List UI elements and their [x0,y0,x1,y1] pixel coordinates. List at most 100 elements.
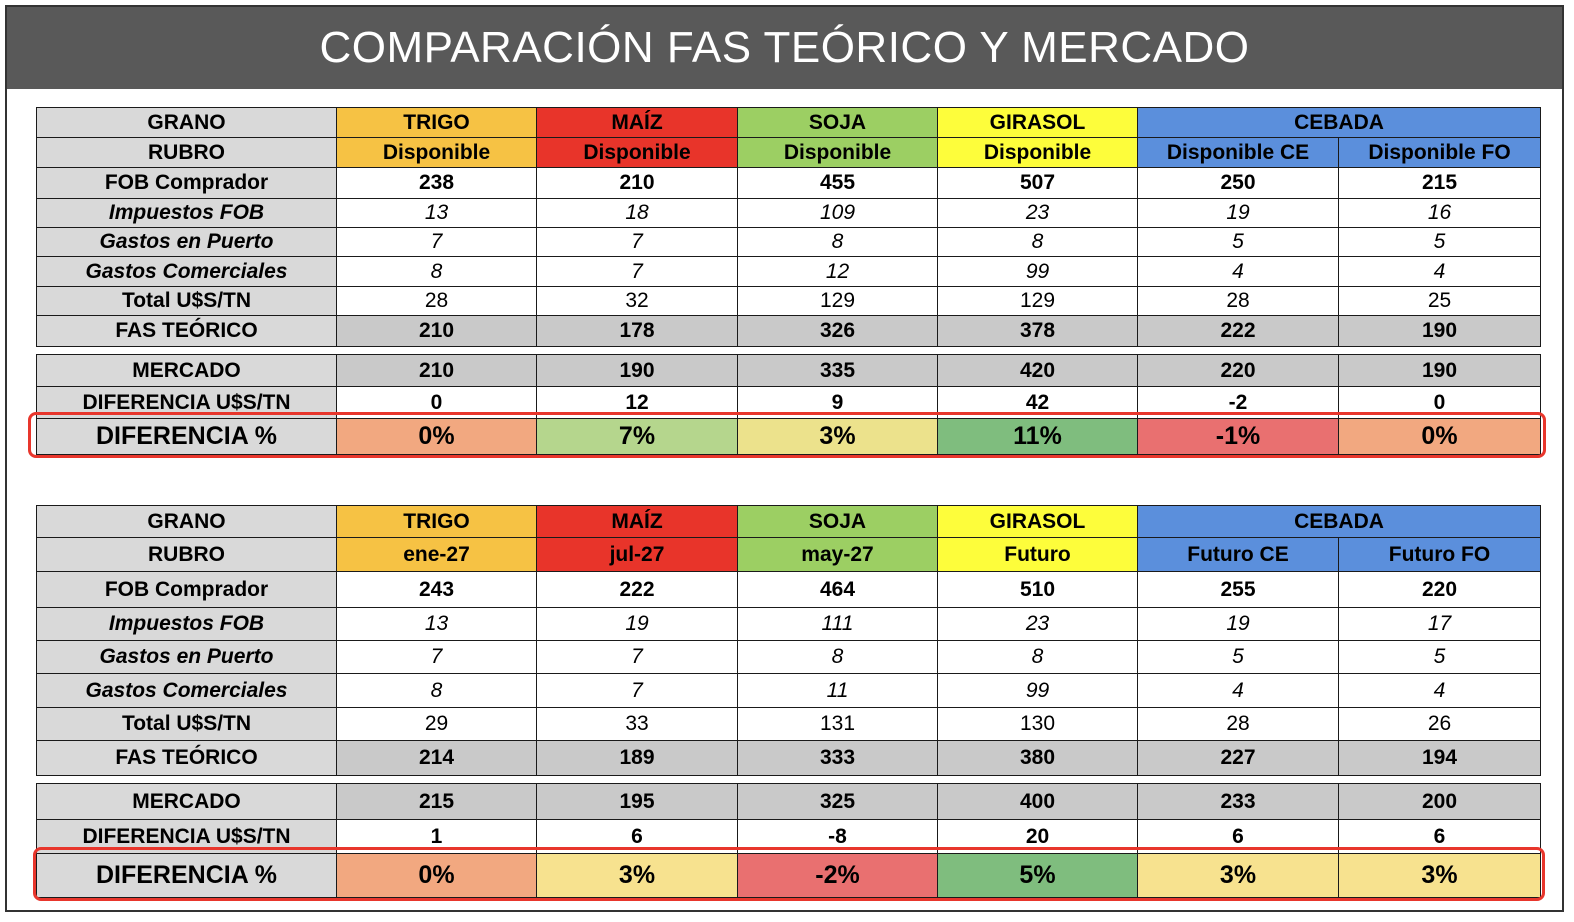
value-cell: 7 [336,640,537,674]
row-total: Total U$S/TN 28 32 129 129 28 25 [36,286,1541,316]
row-label-fob: FOB Comprador [36,167,337,199]
row-total: Total U$S/TN 29 33 131 130 28 26 [36,707,1541,741]
row-label-fas: FAS TEÓRICO [36,740,337,776]
row-label-grano: GRANO [36,505,337,538]
grain-header-trigo: TRIGO [336,505,537,538]
row-label-total: Total U$S/TN [36,286,337,316]
row-comerciales: Gastos Comerciales 8 7 11 99 4 4 [36,673,1541,708]
rubro-cell: Futuro [937,537,1138,572]
value-cell: 400 [937,783,1138,820]
value-cell: 23 [937,607,1138,641]
value-cell: 99 [937,256,1138,287]
row-puerto: Gastos en Puerto 7 7 8 8 5 5 [36,227,1541,257]
value-cell: 28 [336,286,537,316]
value-cell: 99 [937,673,1138,708]
value-cell: 455 [737,167,938,199]
grain-header-soja: SOJA [737,505,938,538]
pct-cell: 0% [336,853,537,898]
row-fob: FOB Comprador 238 210 455 507 250 215 [36,167,1541,199]
value-cell: 19 [536,607,738,641]
value-cell: 16 [1338,198,1541,228]
row-impuestos: Impuestos FOB 13 18 109 23 19 16 [36,198,1541,228]
value-cell: 131 [737,707,938,741]
value-cell: 19 [1137,607,1339,641]
rubro-cell: Disponible CE [1137,137,1339,168]
grain-header-row: GRANO TRIGO MAÍZ SOJA GIRASOL CEBADA [36,505,1541,538]
grain-header-cebada: CEBADA [1137,505,1541,538]
grain-header-row: GRANO TRIGO MAÍZ SOJA GIRASOL CEBADA [36,107,1541,138]
row-label-puerto: Gastos en Puerto [36,227,337,257]
value-cell: 215 [336,783,537,820]
pct-cell: -2% [737,853,938,898]
separator [36,775,1541,784]
value-cell: 7 [336,227,537,257]
separator-row [36,775,1541,784]
pct-cell: 0% [1338,418,1541,455]
grain-header-trigo: TRIGO [336,107,537,138]
row-fob: FOB Comprador 243 222 464 510 255 220 [36,571,1541,608]
value-cell: 220 [1137,354,1339,387]
value-cell: 200 [1338,783,1541,820]
value-cell: 325 [737,783,938,820]
row-label-fob: FOB Comprador [36,571,337,608]
highlight-box [28,412,1546,458]
rubro-cell: Disponible FO [1338,137,1541,168]
highlight-box [33,847,1545,901]
value-cell: 378 [937,315,1138,347]
row-label-comerciales: Gastos Comerciales [36,256,337,287]
value-cell: 8 [937,227,1138,257]
value-cell: 5 [1137,640,1339,674]
value-cell: 17 [1338,607,1541,641]
separator [36,346,1541,355]
grain-header-cebada: CEBADA [1137,107,1541,138]
value-cell: 129 [937,286,1138,316]
row-diferencia-pct: DIFERENCIA % 0% 3% -2% 5% 3% 3% [36,853,1541,898]
pct-cell: 0% [336,418,537,455]
rubro-cell: Disponible [336,137,537,168]
pct-cell: 3% [1137,853,1339,898]
value-cell: 210 [336,315,537,347]
value-cell: 28 [1137,286,1339,316]
value-cell: 4 [1338,673,1541,708]
rubro-row: RUBRO ene-27 jul-27 may-27 Futuro Futuro CE Fu… [36,537,1541,572]
row-fas: FAS TEÓRICO 210 178 326 378 222 190 [36,315,1541,347]
pct-cell: 11% [937,418,1138,455]
value-cell: 25 [1338,286,1541,316]
rubro-cell: Futuro FO [1338,537,1541,572]
value-cell: 23 [937,198,1138,228]
value-cell: 8 [937,640,1138,674]
value-cell: 222 [1137,315,1339,347]
value-cell: 32 [536,286,738,316]
value-cell: 214 [336,740,537,776]
value-cell: 220 [1338,571,1541,608]
row-label-total: Total U$S/TN [36,707,337,741]
value-cell: 190 [536,354,738,387]
row-label-diferencia-pct: DIFERENCIA % [36,418,337,455]
pct-cell: 7% [536,418,738,455]
value-cell: 33 [536,707,738,741]
row-puerto: Gastos en Puerto 7 7 8 8 5 5 [36,640,1541,674]
value-cell: 7 [536,256,738,287]
grain-header-maiz: MAÍZ [536,107,738,138]
value-cell: 13 [336,607,537,641]
row-label-mercado: MERCADO [36,354,337,387]
value-cell: 7 [536,673,738,708]
value-cell: 111 [737,607,938,641]
value-cell: 19 [1137,198,1339,228]
row-label-grano: GRANO [36,107,337,138]
page-title: COMPARACIÓN FAS TEÓRICO Y MERCADO [7,7,1562,89]
pct-cell: -1% [1137,418,1339,455]
value-cell: 4 [1338,256,1541,287]
rubro-cell: may-27 [737,537,938,572]
value-cell: 11 [737,673,938,708]
value-cell: 5 [1338,640,1541,674]
value-cell: 18 [536,198,738,228]
row-label-comerciales: Gastos Comerciales [36,673,337,708]
rubro-cell: Futuro CE [1137,537,1339,572]
value-cell: 26 [1338,707,1541,741]
row-comerciales: Gastos Comerciales 8 7 12 99 4 4 [36,256,1541,287]
rubro-cell: jul-27 [536,537,738,572]
value-cell: 8 [737,227,938,257]
value-cell: 510 [937,571,1138,608]
grain-header-maiz: MAÍZ [536,505,738,538]
